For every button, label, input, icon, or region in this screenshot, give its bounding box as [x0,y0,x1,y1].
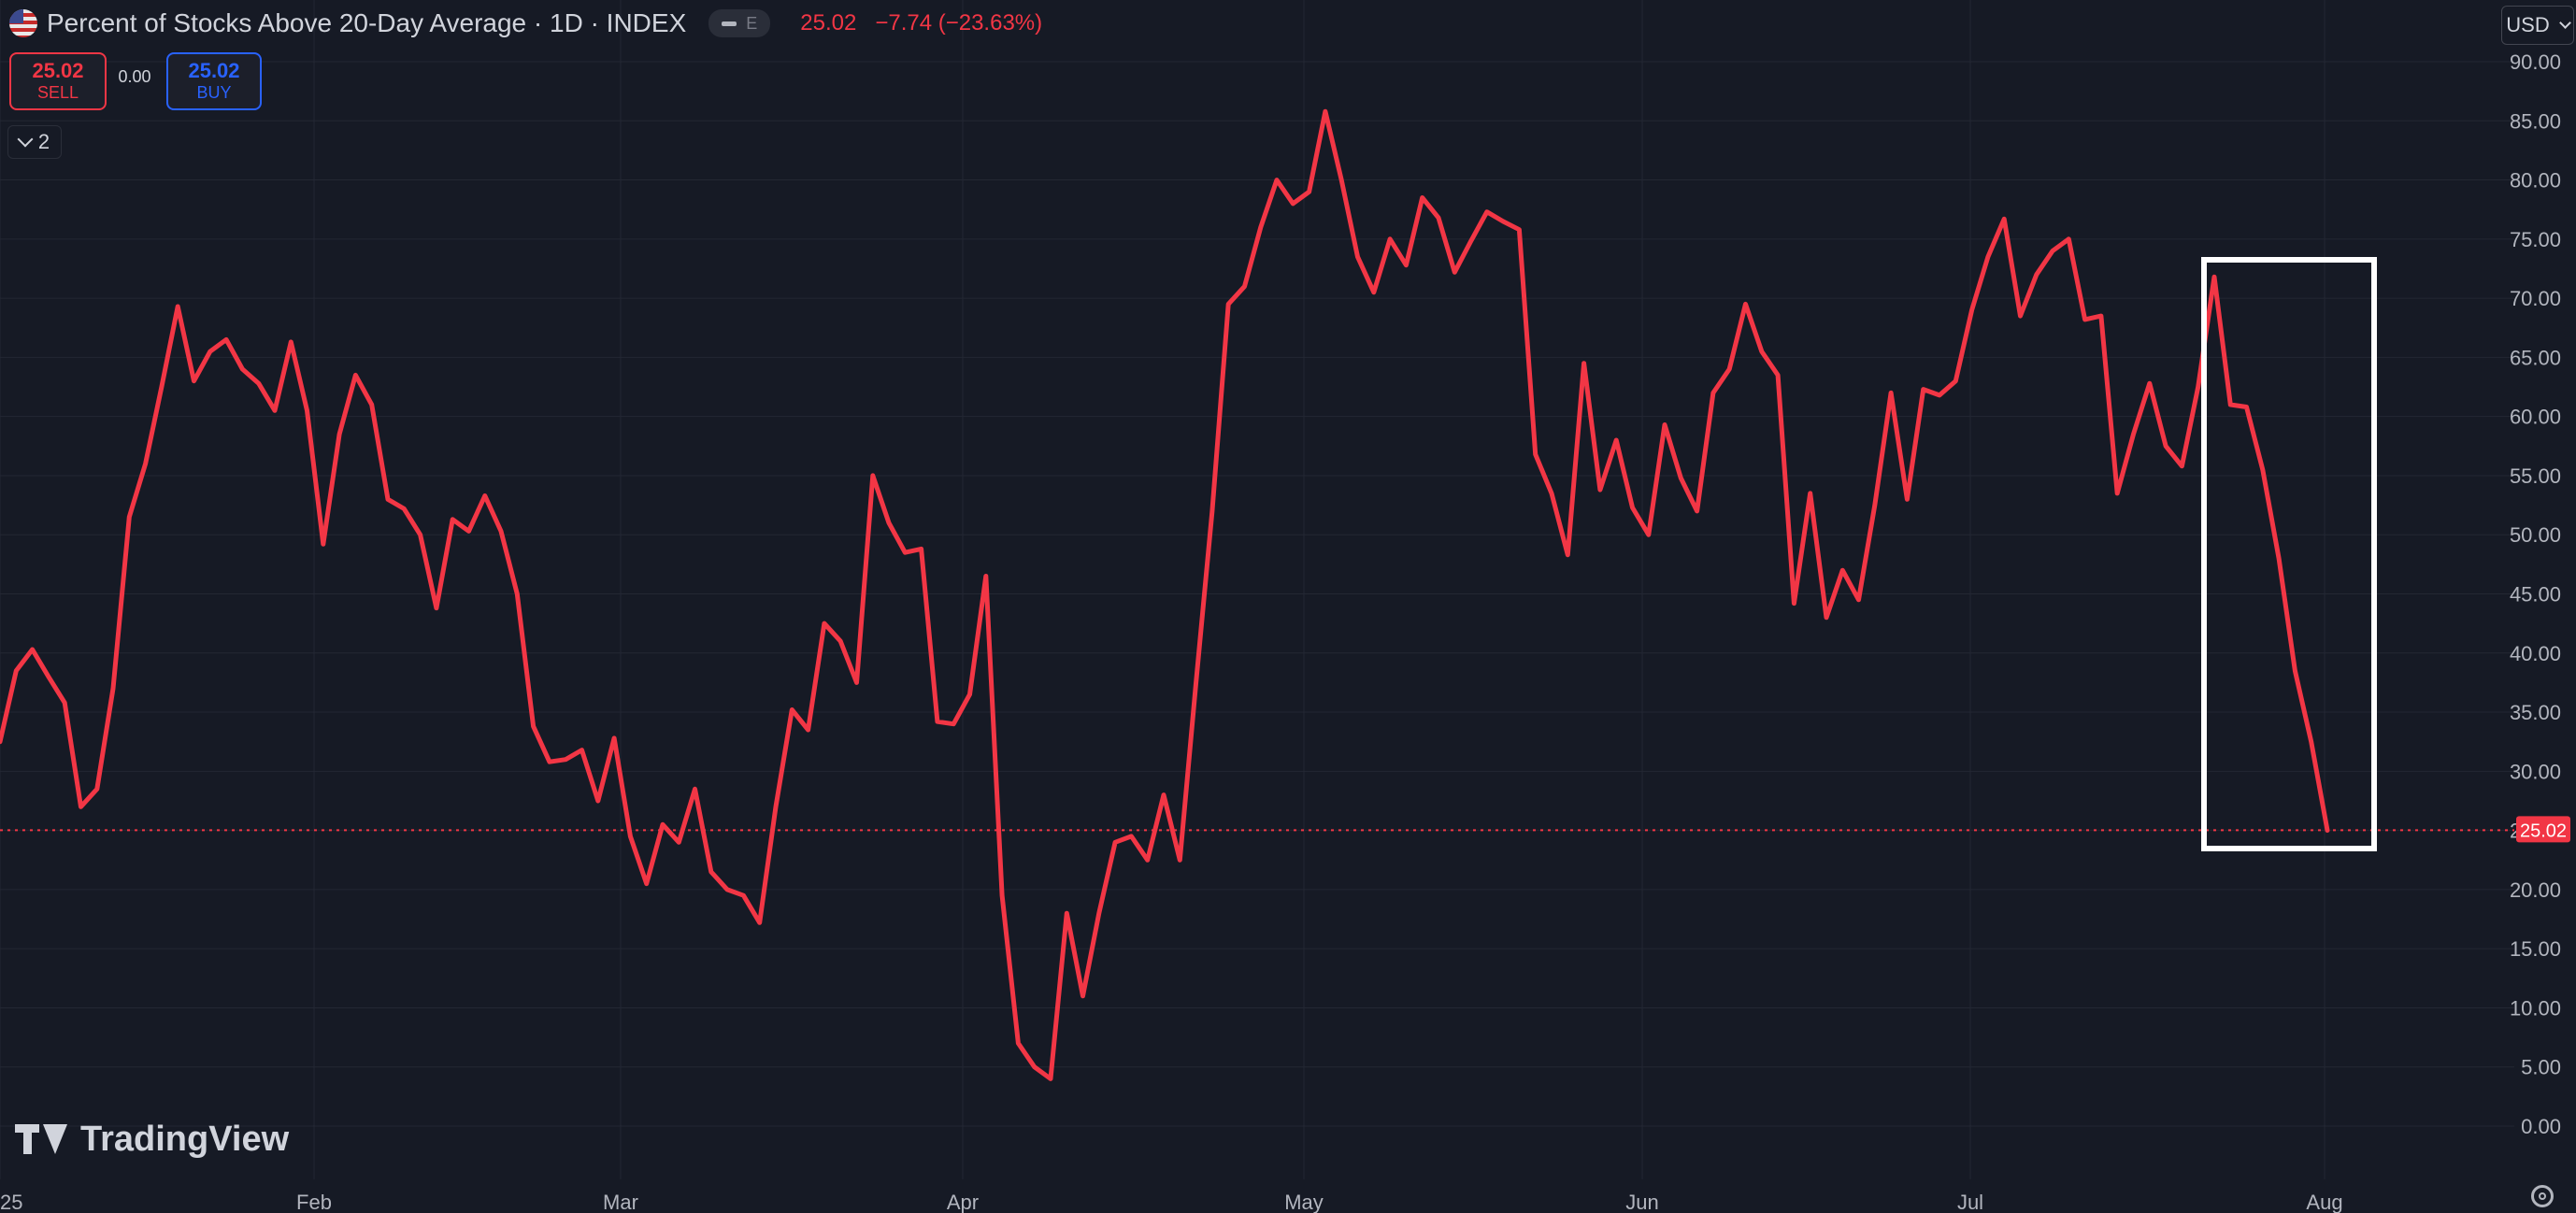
last-price: 25.02 [800,10,857,36]
y-tick-label: 85.00 [2510,109,2561,133]
y-tick-label: 35.00 [2510,701,2561,724]
y-tick-label: 5.00 [2521,1056,2561,1079]
x-tick-label: Apr [947,1191,979,1213]
y-tick-label: 30.00 [2510,760,2561,783]
logo-text: TradingView [80,1120,290,1159]
y-tick-label: 65.00 [2510,346,2561,369]
y-tick-label: 75.00 [2510,228,2561,251]
indicators-count: 2 [37,130,50,153]
y-tick-label: 55.00 [2510,464,2561,488]
y-tick-label: 80.00 [2510,169,2561,193]
last-value-tag: 25.02 [2516,816,2570,843]
x-tick-label: Jul [1957,1191,1983,1213]
sell-label: SELL [36,83,79,102]
y-tick-label: 60.00 [2510,406,2561,429]
x-tick-label: 25 [0,1191,22,1213]
currency-label: USD [2506,13,2550,36]
y-tick-label: 0.00 [2521,1115,2561,1138]
gear-icon[interactable] [2531,1185,2554,1207]
price-change: −7.74 (−23.63%) [875,10,1043,36]
currency-select[interactable]: USD [2501,6,2574,45]
chevron-down-icon [2558,16,2571,29]
minus-icon [722,21,737,26]
x-tick-label: Mar [603,1191,638,1213]
chart-grid [0,0,2514,1179]
tradingview-logo[interactable]: TradingView [15,1120,289,1160]
tradingview-logo-icon [15,1123,69,1156]
x-tick-label: Jun [1625,1191,1658,1213]
sell-price: 25.02 [32,59,84,82]
series-line [0,108,2330,1081]
buy-label: BUY [196,83,232,102]
x-axis: 25 Feb Mar Apr May Jun Jul Aug [0,1191,2343,1213]
us-flag-icon [9,9,37,37]
highlight-box [2201,257,2377,851]
buy-button[interactable]: 25.02 BUY [166,52,262,110]
chart-title[interactable]: Percent of Stocks Above 20-Day Average ·… [47,8,687,37]
last-value-label: 25.02 [2520,821,2567,841]
y-tick-label: 70.00 [2510,287,2561,310]
y-tick-label: 15.00 [2510,937,2561,961]
indicators-toggle[interactable]: 2 [7,125,62,159]
earnings-badge[interactable]: E [708,9,771,37]
y-tick-label: 10.00 [2510,996,2561,1020]
x-tick-label: Aug [2306,1191,2342,1213]
sell-button[interactable]: 25.02 SELL [9,52,107,110]
x-tick-label: Feb [296,1191,332,1213]
earnings-letter: E [746,13,758,33]
symbol-header: Percent of Stocks Above 20-Day Average ·… [9,7,1042,39]
y-tick-label: 90.00 [2510,50,2561,74]
y-tick-label: 45.00 [2510,583,2561,606]
spread-value: 0.00 [118,67,151,86]
y-tick-label: 40.00 [2510,642,2561,665]
y-tick-label: 20.00 [2510,878,2561,902]
y-axis: 0.005.0010.0015.0020.0025.0030.0035.0040… [2510,50,2561,1138]
x-tick-label: May [1284,1191,1324,1213]
buy-price: 25.02 [188,59,240,82]
chevron-down-icon [17,131,34,148]
y-tick-label: 50.00 [2510,523,2561,547]
